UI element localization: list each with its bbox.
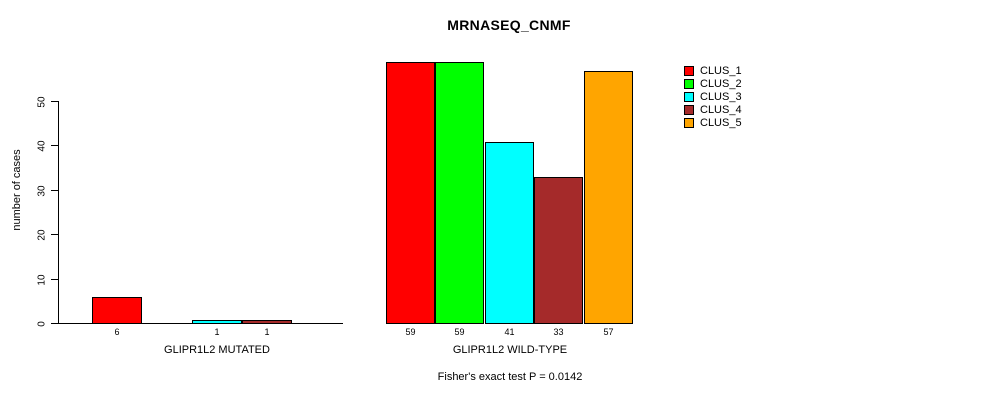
caption-fisher-test: Fisher's exact test P = 0.0142 xyxy=(437,371,583,383)
bar-value-label: 59 xyxy=(405,327,416,337)
bar-value-label: 1 xyxy=(264,327,270,337)
legend-swatch-clus-3-icon xyxy=(684,92,694,102)
legend-label-clus-5: CLUS_5 xyxy=(700,117,742,129)
group-label-mutated: GLIPR1L2 MUTATED xyxy=(164,344,270,356)
y-tick-label: 50 xyxy=(36,95,48,108)
bar-value-label: 57 xyxy=(603,327,614,337)
group-label-wildtype: GLIPR1L2 WILD-TYPE xyxy=(452,344,568,356)
legend: CLUS_1 CLUS_2 CLUS_3 CLUS_4 CLUS_5 xyxy=(684,65,742,129)
legend-label-clus-4: CLUS_4 xyxy=(700,104,742,116)
bar-clus_5 xyxy=(584,71,633,324)
bar-value-label: 59 xyxy=(454,327,465,337)
bar-clus_4 xyxy=(534,177,583,324)
legend-swatch-clus-4-icon xyxy=(684,105,694,115)
bar-value-label: 1 xyxy=(214,327,220,337)
legend-item-clus-1: CLUS_1 xyxy=(684,65,742,77)
bar-value-label: 6 xyxy=(114,327,120,337)
y-axis-line xyxy=(58,101,59,324)
bar-clus_2 xyxy=(435,62,484,324)
y-axis-label: number of cases xyxy=(11,149,23,231)
bar-clus_1 xyxy=(386,62,435,324)
legend-item-clus-4: CLUS_4 xyxy=(684,104,742,116)
bar-value-label: 41 xyxy=(504,327,515,337)
legend-swatch-clus-5-icon xyxy=(684,118,694,128)
legend-item-clus-5: CLUS_5 xyxy=(684,117,742,129)
legend-label-clus-2: CLUS_2 xyxy=(700,78,742,90)
legend-label-clus-1: CLUS_1 xyxy=(700,65,742,77)
bar-clus_1 xyxy=(92,297,142,324)
y-tick-mark xyxy=(51,234,58,235)
bar-clus_3 xyxy=(192,320,242,324)
bar-clus_4 xyxy=(242,320,292,324)
y-tick-label: 30 xyxy=(36,184,48,197)
y-tick-mark xyxy=(51,323,58,324)
y-tick-mark xyxy=(51,279,58,280)
legend-label-clus-3: CLUS_3 xyxy=(700,91,742,103)
y-tick-label: 10 xyxy=(36,273,48,286)
y-tick-label: 40 xyxy=(36,139,48,152)
legend-item-clus-2: CLUS_2 xyxy=(684,78,742,90)
bar-value-label: 33 xyxy=(553,327,564,337)
legend-swatch-clus-2-icon xyxy=(684,79,694,89)
y-tick-mark xyxy=(51,101,58,102)
legend-item-clus-3: CLUS_3 xyxy=(684,91,742,103)
y-tick-mark xyxy=(51,145,58,146)
y-tick-mark xyxy=(51,190,58,191)
legend-swatch-clus-1-icon xyxy=(684,66,694,76)
chart-title: MRNASEQ_CNMF xyxy=(447,17,571,33)
y-tick-label: 20 xyxy=(36,228,48,241)
bar-clus_3 xyxy=(485,142,534,324)
y-tick-label: 0 xyxy=(36,320,48,327)
